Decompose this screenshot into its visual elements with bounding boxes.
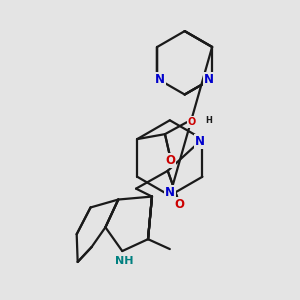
Text: N: N — [194, 135, 204, 148]
Text: N: N — [155, 73, 165, 86]
Text: O: O — [175, 198, 184, 211]
Text: O: O — [165, 154, 175, 167]
Text: O: O — [188, 117, 196, 127]
Text: NH: NH — [115, 256, 134, 266]
Text: N: N — [204, 73, 214, 86]
Text: N: N — [165, 186, 175, 199]
Text: H: H — [205, 116, 212, 125]
